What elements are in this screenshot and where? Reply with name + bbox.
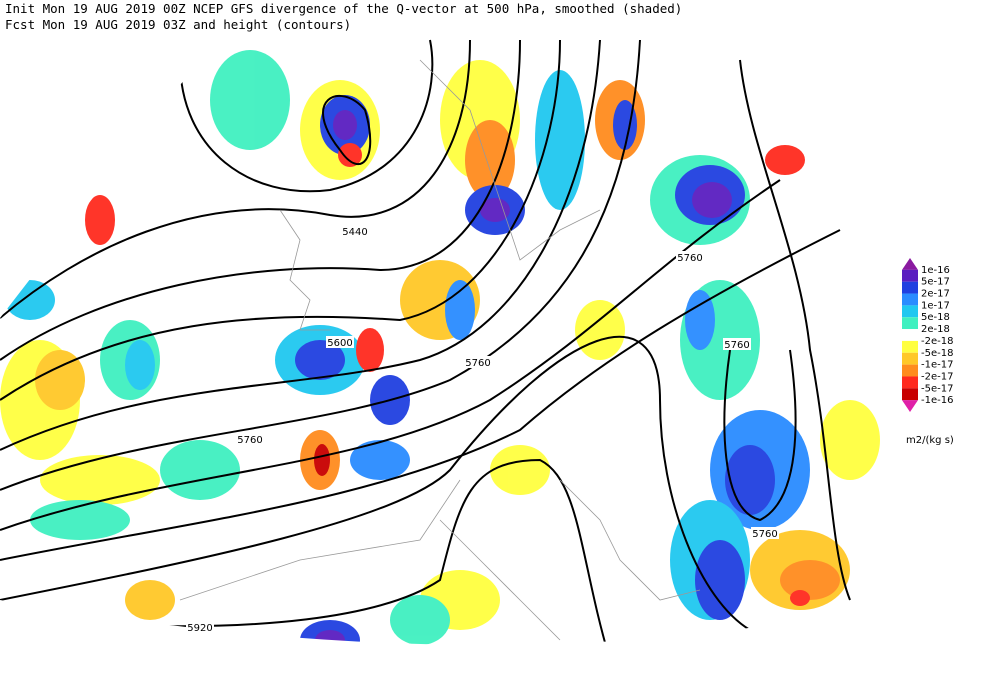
contour-label-bg xyxy=(723,338,751,350)
colorbar-label: 1e-17 xyxy=(921,300,950,311)
colorbar: 1e-165e-172e-171e-175e-182e-18-2e-18-5e-… xyxy=(902,258,953,412)
colorbar-box xyxy=(902,281,918,294)
colorbar-box xyxy=(902,388,918,401)
colorbar-box xyxy=(902,340,918,353)
colorbar-box xyxy=(902,269,918,282)
contour-label: 5760 xyxy=(724,340,749,351)
contour-label: 5600 xyxy=(327,338,352,349)
colorbar-cap xyxy=(902,258,918,270)
colorbar-label: 1e-16 xyxy=(921,265,950,276)
coastlines xyxy=(179,59,701,641)
colorbar-label: -5e-17 xyxy=(921,383,953,394)
contour-label-bg xyxy=(341,225,369,237)
colorbar-label: -1e-17 xyxy=(921,360,953,371)
contour-label: 5440 xyxy=(342,227,367,238)
shaded-field xyxy=(0,30,900,645)
header-line2: Fcst Mon 19 AUG 2019 03Z and height (con… xyxy=(5,17,351,32)
colorbar-label: -1e-16 xyxy=(921,395,953,406)
colorbar-box xyxy=(902,293,918,306)
height-contours xyxy=(0,39,851,645)
colorbar-box xyxy=(902,376,918,389)
colorbar-label: 5e-17 xyxy=(921,277,950,288)
colorbar-box xyxy=(902,329,918,341)
colorbar-box xyxy=(902,317,918,330)
contour-label: 5920 xyxy=(187,623,212,634)
contour-label: 5760 xyxy=(677,253,702,264)
colorbar-label: 5e-18 xyxy=(921,312,950,323)
colorbar-box xyxy=(902,352,918,365)
colorbar-label: 2e-18 xyxy=(921,324,950,335)
colorbar-label: 2e-17 xyxy=(921,289,950,300)
contour-label-bg xyxy=(236,433,264,445)
contour-label-bg xyxy=(186,621,214,633)
colorbar-box xyxy=(902,305,918,318)
contour-label: 5760 xyxy=(465,358,490,369)
colorbar-label: -2e-17 xyxy=(921,371,953,382)
header-line1: Init Mon 19 AUG 2019 00Z NCEP GFS diverg… xyxy=(5,1,682,16)
colorbar-box xyxy=(902,364,918,377)
colorbar-label: -2e-18 xyxy=(921,336,953,347)
contour-label: 5760 xyxy=(752,529,777,540)
contour-label-bg xyxy=(751,527,779,539)
contour-label-bg xyxy=(464,356,492,368)
colorbar-units: m2/(kg s) xyxy=(906,435,954,446)
colorbar-cap xyxy=(902,400,918,412)
contour-label-bg xyxy=(676,251,704,263)
colorbar-label: -5e-18 xyxy=(921,348,953,359)
contour-label: 5760 xyxy=(237,435,262,446)
contour-label-bg xyxy=(326,336,354,348)
